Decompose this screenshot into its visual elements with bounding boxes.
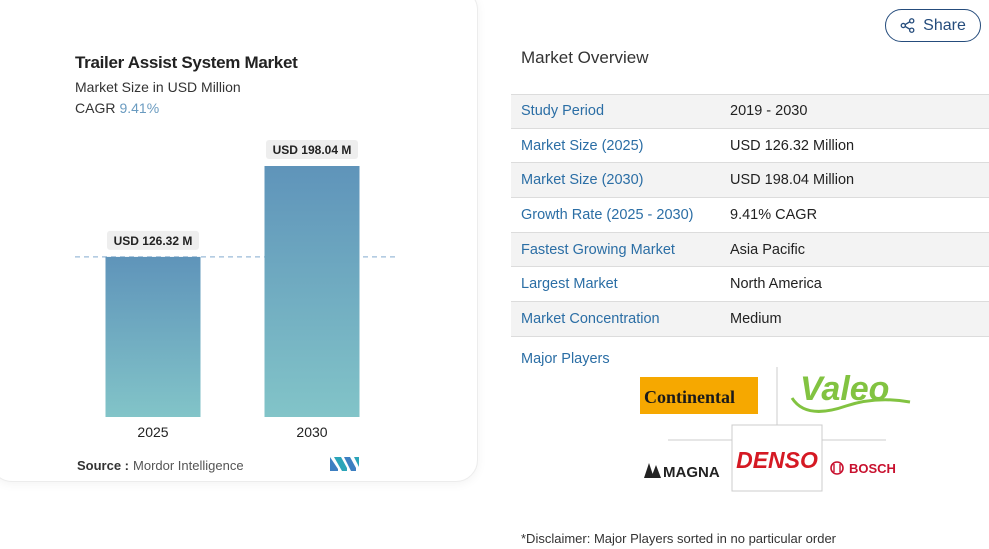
overview-value: North America (730, 276, 822, 293)
overview-row-largest-market: Largest Market North America (511, 267, 989, 303)
overview-row-fastest-growing-market: Fastest Growing Market Asia Pacific (511, 232, 989, 268)
share-icon (900, 18, 915, 33)
data-label-bg (107, 230, 199, 250)
x-tick-label: 2025 (137, 424, 168, 440)
bosch-logo: BOSCH (830, 461, 896, 476)
chart-card (0, 0, 478, 482)
data-label: USD 198.04 M (273, 143, 352, 157)
share-button[interactable]: Share (885, 9, 981, 42)
share-label: Share (923, 16, 966, 34)
bar-chart: USD 126.32 M 2025 USD 198.04 M 2030 (75, 140, 395, 440)
cagr-label: CAGR (75, 100, 116, 116)
overview-label[interactable]: Market Concentration (521, 310, 660, 327)
bar-2025 (105, 256, 201, 417)
magna-logo-text: MAGNA (663, 464, 720, 481)
bosch-logo-text: BOSCH (849, 461, 896, 476)
overview-row-study-period: Study Period 2019 - 2030 (511, 94, 989, 129)
x-tick-label: 2030 (296, 424, 327, 440)
overview-label[interactable]: Study Period (521, 103, 605, 120)
overview-label[interactable]: Market Size (2025) (521, 137, 644, 154)
data-label: USD 126.32 M (114, 234, 193, 248)
market-overview-title: Market Overview (521, 48, 649, 67)
overview-label[interactable]: Largest Market (521, 276, 618, 293)
denso-logo-frame (731, 424, 823, 492)
overview-label[interactable]: Growth Rate (2025 - 2030) (521, 206, 694, 223)
overview-value: Asia Pacific (730, 241, 805, 258)
overview-value: USD 198.04 Million (730, 172, 855, 189)
market-overview-table: Study Period 2019 - 2030 Market Size (20… (511, 94, 989, 337)
chart-title: Trailer Assist System Market (75, 53, 298, 72)
overview-value: 9.41% CAGR (730, 206, 818, 223)
denso-logo: DENSO (736, 447, 818, 473)
major-players-logos: Continental Valeo MAGNA DENSO BOSCH (640, 367, 911, 492)
overview-value: 2019 - 2030 (730, 103, 808, 120)
cagr: CAGR 9.41% (75, 100, 159, 116)
data-label-bg (266, 140, 358, 159)
chart-subtitle: Market Size in USD Million (75, 79, 241, 95)
cagr-value: 9.41% (119, 100, 160, 116)
continental-logo: Continental (640, 377, 758, 414)
source-label: Source : (77, 458, 130, 473)
overview-value: Medium (730, 310, 782, 327)
overview-label[interactable]: Market Size (2030) (521, 172, 644, 189)
overview-row-growth-rate: Growth Rate (2025 - 2030) 9.41% CAGR (511, 198, 989, 233)
bar-2030 (264, 166, 360, 417)
source-value: Mordor Intelligence (133, 458, 244, 473)
magna-logo: MAGNA (644, 463, 720, 481)
overview-value: USD 126.32 Million (730, 137, 855, 154)
disclaimer: *Disclaimer: Major Players sorted in no … (521, 531, 837, 546)
valeo-logo: Valeo (790, 370, 911, 413)
valeo-logo-text: Valeo (800, 370, 889, 408)
mordor-intelligence-logo (330, 457, 359, 471)
source: Source : Mordor Intelligence (77, 458, 244, 473)
overview-row-market-concentration: Market Concentration Medium (511, 302, 989, 337)
overview-row-market-size-2030: Market Size (2030) USD 198.04 Million (511, 163, 989, 199)
major-players-title[interactable]: Major Players (521, 351, 610, 367)
overview-label[interactable]: Fastest Growing Market (521, 241, 675, 258)
overview-row-market-size-2025: Market Size (2025) USD 126.32 Million (511, 129, 989, 164)
continental-logo-text: Continental (644, 387, 735, 407)
